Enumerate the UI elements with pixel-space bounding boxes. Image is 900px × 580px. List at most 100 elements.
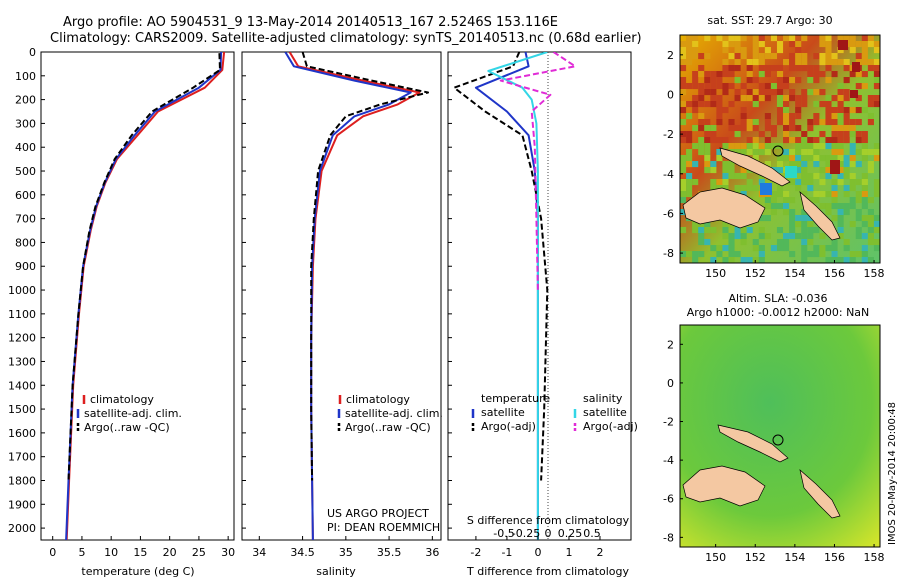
sst-pixel — [716, 137, 723, 144]
sst-pixel — [849, 155, 856, 162]
sst-pixel — [873, 71, 881, 78]
sst-pixel — [776, 245, 784, 252]
sst-map-axes: 150 152 154 156 158 2 0 -2 -4 -6 -8 — [663, 49, 885, 280]
sst-pixel — [740, 143, 747, 150]
sst-pixel — [819, 101, 826, 108]
sst-pixel — [813, 65, 820, 72]
sst-pixel — [789, 161, 796, 168]
sst-pixel — [752, 245, 759, 252]
sst-pixel — [783, 77, 790, 84]
sst-pixel — [716, 35, 723, 42]
sst-pixel — [692, 257, 699, 264]
sst-pixel — [764, 83, 771, 90]
sst-pixel — [843, 137, 850, 144]
sst-pixel — [843, 89, 850, 96]
salinity-curves — [284, 52, 429, 540]
depth-tick-label: 2000 — [8, 522, 36, 535]
sst-pixel — [722, 137, 729, 144]
legend-label-s-satellite: satellite — [583, 406, 627, 419]
sst-pixel — [819, 179, 826, 186]
sst-pixel — [716, 155, 723, 162]
sst-float-marker — [772, 145, 784, 157]
map-y-tick-label: 0 — [667, 88, 674, 101]
sst-pixel — [867, 167, 874, 174]
sst-pixel — [692, 35, 699, 42]
sst-pixel — [746, 149, 753, 156]
sst-pixel — [873, 47, 881, 54]
sst-pixel — [867, 227, 874, 234]
sst-pixel — [752, 101, 759, 108]
sst-pixel — [746, 95, 753, 102]
sst-pixel — [849, 173, 856, 180]
sst-pixel — [861, 215, 868, 222]
sst-pixel — [710, 89, 717, 96]
sst-pixel — [710, 137, 717, 144]
sst-pixel — [825, 191, 832, 198]
sst-pixel — [686, 35, 693, 42]
sst-pixel — [734, 65, 741, 72]
sst-pixel — [861, 143, 868, 150]
sst-pixel — [867, 239, 874, 246]
sst-pixel — [758, 131, 765, 138]
sst-pixel — [852, 62, 860, 72]
sst-pixel — [758, 143, 765, 150]
sst-pixel — [722, 227, 729, 234]
sst-pixel — [861, 257, 868, 264]
x-tick-label: 15 — [133, 546, 147, 559]
sst-pixel — [849, 149, 856, 156]
sst-pixel — [837, 215, 844, 222]
sst-pixel — [831, 107, 838, 114]
sst-pixel — [698, 125, 705, 132]
sst-pixel — [776, 239, 784, 246]
depth-axis: 0 100 200 300 400 500 600 700 800 900 1000 1100 1200… — [8, 46, 452, 535]
sst-pixel — [764, 65, 771, 72]
sst-pixel — [704, 53, 711, 60]
sst-pixel — [813, 161, 820, 168]
sst-pixel — [698, 251, 705, 258]
sst-pixel — [825, 245, 832, 252]
sst-pixel — [789, 149, 796, 156]
sst-pixel — [722, 59, 729, 66]
sst-pixel — [843, 245, 850, 252]
sst-pixel — [680, 53, 687, 60]
sst-pixel — [710, 125, 717, 132]
sst-pixel — [807, 179, 814, 186]
sst-pixel — [831, 59, 838, 66]
sst-pixel — [692, 251, 699, 258]
sst-pixels — [680, 35, 881, 264]
sst-pixel — [728, 161, 735, 168]
sst-pixel — [716, 83, 723, 90]
sst-pixel — [861, 245, 868, 252]
sst-pixel — [764, 149, 771, 156]
sst-pixel — [758, 65, 765, 72]
sst-pixel — [770, 53, 777, 60]
sst-pixel — [710, 95, 717, 102]
sst-pixel — [819, 131, 826, 138]
sst-pixel — [752, 155, 759, 162]
sst-pixel — [855, 53, 862, 60]
sst-pixel — [831, 71, 838, 78]
sst-pixel — [752, 149, 759, 156]
sst-pixel — [873, 95, 881, 102]
sst-pixel — [795, 215, 802, 222]
sst-pixel — [698, 95, 705, 102]
sst-pixel — [680, 209, 687, 216]
salinity-axis-label: salinity — [316, 565, 356, 578]
sst-pixel — [686, 59, 693, 66]
sst-pixel — [867, 209, 874, 216]
sst-pixel — [801, 149, 808, 156]
sst-pixel — [692, 221, 699, 228]
sst-pixel — [807, 227, 814, 234]
sst-pixel — [831, 149, 838, 156]
sst-pixel — [770, 83, 777, 90]
sst-pixel — [716, 119, 723, 126]
sst-pixel — [801, 131, 808, 138]
depth-tick-label: 1800 — [8, 474, 36, 487]
sst-pixel — [716, 107, 723, 114]
sst-pixel — [867, 197, 874, 204]
sst-pixel — [867, 149, 874, 156]
x-tick-label: 35 — [339, 546, 353, 559]
sst-pixel — [837, 143, 844, 150]
sst-pixel — [728, 53, 735, 60]
sst-pixel — [692, 143, 699, 150]
